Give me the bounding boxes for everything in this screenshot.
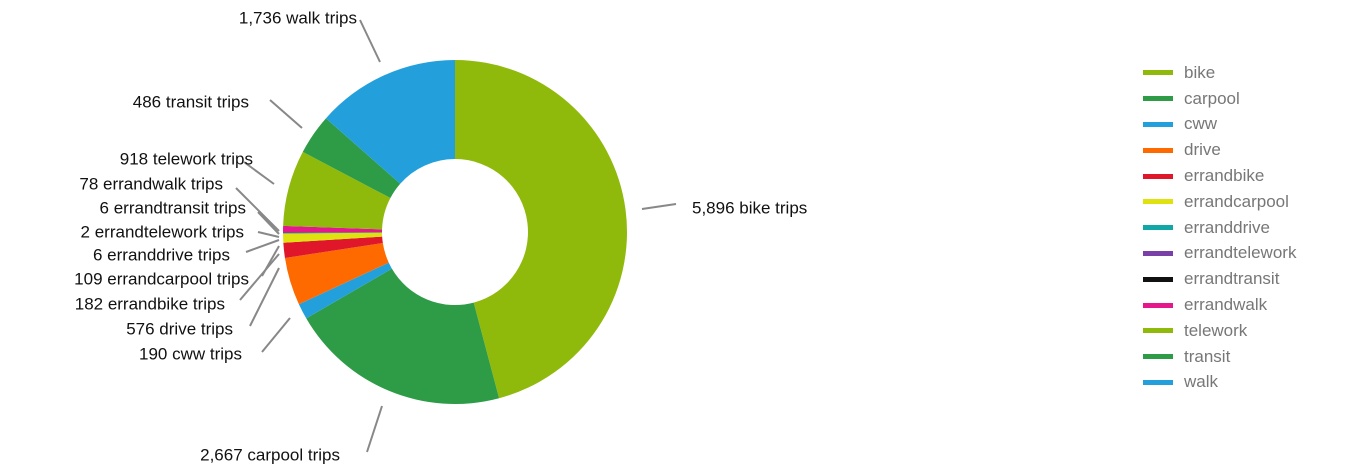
legend-swatch (1143, 379, 1173, 385)
leader-line-carpool (366, 405, 383, 453)
leader-line-errandtransit (257, 211, 280, 235)
leader-line-drive (249, 267, 280, 327)
legend-swatch (1143, 96, 1173, 102)
legend-item-walk[interactable]: walk (1143, 370, 1296, 396)
leader-line-errandwalk (235, 187, 280, 232)
legend-item-cww[interactable]: cww (1143, 112, 1296, 138)
legend-item-errandtelework[interactable]: errandtelework (1143, 241, 1296, 267)
slice-erranddrive[interactable] (283, 232, 383, 234)
legend-swatch (1143, 354, 1173, 360)
legend-item-errandtransit[interactable]: errandtransit (1143, 266, 1296, 292)
legend-item-errandwalk[interactable]: errandwalk (1143, 292, 1296, 318)
leader-line-errandbike (239, 253, 280, 301)
slice-telework[interactable] (283, 151, 391, 230)
slice-errandwalk[interactable] (283, 225, 383, 233)
legend-item-transit[interactable]: transit (1143, 344, 1296, 370)
leader-line-walk (359, 19, 381, 63)
legend-swatch (1143, 276, 1173, 282)
legend-label: errandbike (1184, 166, 1265, 186)
data-label-errandtransit: 6 errandtransit trips (100, 198, 246, 217)
legend-label: errandtelework (1184, 243, 1297, 263)
slice-errandbike[interactable] (283, 236, 383, 258)
data-labels-layer: 5,896 bike trips 2,667 carpool trips 190 c… (74, 8, 807, 464)
slice-errandtelework[interactable] (283, 232, 383, 234)
legend-label: carpool (1184, 88, 1240, 108)
legend-item-bike[interactable]: bike (1143, 60, 1296, 86)
legend-label: walk (1184, 372, 1219, 392)
slice-transit[interactable] (302, 118, 401, 198)
legend-swatch (1143, 328, 1173, 334)
data-label-walk: 1,736 walk trips (239, 8, 357, 27)
slice-walk[interactable] (325, 60, 455, 184)
slice-errandcarpool[interactable] (283, 232, 383, 243)
slice-carpool[interactable] (306, 268, 500, 404)
slice-drive[interactable] (284, 243, 389, 305)
legend-label: bike (1184, 62, 1216, 82)
data-label-errandcarpool: 109 errandcarpool trips (74, 269, 249, 288)
legend-swatch (1143, 199, 1173, 205)
data-label-errandwalk: 78 errandwalk trips (79, 174, 223, 193)
legend-swatch (1143, 225, 1173, 231)
leader-line-telework (243, 161, 275, 185)
leader-line-cww (261, 317, 291, 353)
leader-line-transit (269, 99, 303, 129)
legend-label: telework (1184, 320, 1248, 340)
leader-line-errandtelework (257, 231, 280, 238)
legend-label: erranddrive (1184, 217, 1270, 237)
legend-label: transit (1184, 346, 1231, 366)
data-label-carpool: 2,667 carpool trips (200, 445, 340, 464)
data-label-cww: 190 cww trips (139, 344, 242, 363)
data-label-errandtelework: 2 errandtelework trips (81, 222, 244, 241)
leader-line-bike (641, 203, 677, 210)
slice-bike[interactable] (455, 60, 627, 399)
legend-swatch (1143, 250, 1173, 256)
leader-line-erranddrive (245, 239, 280, 253)
legend-item-telework[interactable]: telework (1143, 318, 1296, 344)
slice-cww[interactable] (298, 262, 392, 319)
data-label-errandbike: 182 errandbike trips (75, 294, 225, 313)
legend-label: errandcarpool (1184, 191, 1289, 211)
leader-line-errandcarpool (261, 245, 280, 277)
legend-label: cww (1184, 114, 1218, 134)
legend-swatch (1143, 121, 1173, 127)
slices-layer (283, 60, 627, 404)
legend-label: drive (1184, 140, 1221, 160)
legend-item-erranddrive[interactable]: erranddrive (1143, 215, 1296, 241)
data-label-drive: 576 drive trips (126, 319, 233, 338)
chart-legend: bike carpool cww drive errandbike errandcarpo… (1143, 60, 1296, 395)
legend-item-errandbike[interactable]: errandbike (1143, 163, 1296, 189)
data-label-transit: 486 transit trips (133, 92, 249, 111)
leader-lines-layer (235, 19, 677, 453)
legend-swatch (1143, 70, 1173, 76)
slice-errandtransit[interactable] (283, 232, 383, 233)
legend-label: errandwalk (1184, 295, 1268, 315)
legend-item-errandcarpool[interactable]: errandcarpool (1143, 189, 1296, 215)
legend-swatch (1143, 173, 1173, 179)
legend-item-carpool[interactable]: carpool (1143, 86, 1296, 112)
legend-label: errandtransit (1184, 269, 1280, 289)
data-label-erranddrive: 6 erranddrive trips (93, 245, 230, 264)
data-label-telework: 918 telework trips (120, 149, 253, 168)
data-label-bike: 5,896 bike trips (692, 198, 807, 217)
legend-swatch (1143, 302, 1173, 308)
legend-swatch (1143, 147, 1173, 153)
legend-item-drive[interactable]: drive (1143, 137, 1296, 163)
